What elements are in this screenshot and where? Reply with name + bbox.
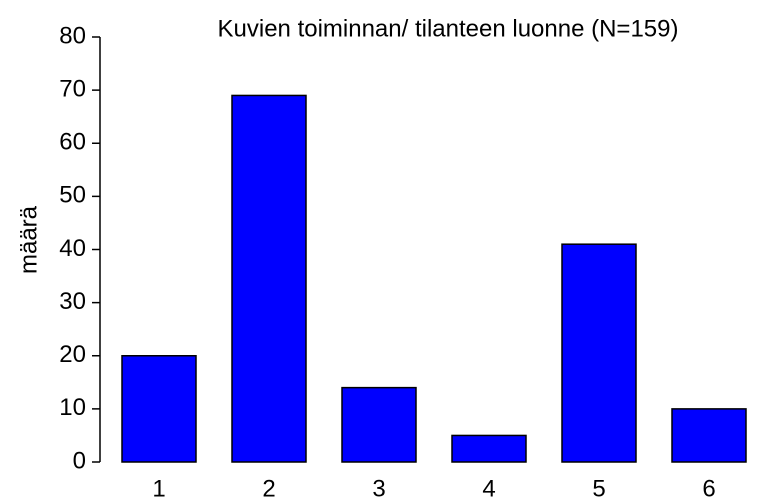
y-tick-label: 20 [59, 341, 86, 368]
y-tick-label: 40 [59, 235, 86, 262]
x-tick-label: 6 [702, 475, 715, 502]
y-tick-label: 70 [59, 75, 86, 102]
bar [341, 386, 417, 463]
x-tick-label: 4 [482, 475, 495, 502]
y-tick-label: 30 [59, 288, 86, 315]
x-tick-label: 3 [372, 475, 385, 502]
chart-title: Kuvien toiminnan/ tilanteen luonne (N=15… [218, 15, 679, 42]
y-tick-label: 0 [73, 447, 86, 474]
y-tick-label: 10 [59, 394, 86, 421]
y-axis-label: määrä [15, 205, 42, 274]
x-tick-label: 2 [262, 475, 275, 502]
y-tick-label: 50 [59, 182, 86, 209]
x-tick-label: 5 [592, 475, 605, 502]
bar [451, 434, 527, 463]
y-tick-label: 60 [59, 129, 86, 156]
bar [561, 243, 637, 463]
bar [121, 355, 197, 463]
bar [231, 94, 307, 463]
x-tick-label: 1 [152, 475, 165, 502]
bar [671, 408, 747, 463]
y-tick-label: 80 [59, 22, 86, 49]
